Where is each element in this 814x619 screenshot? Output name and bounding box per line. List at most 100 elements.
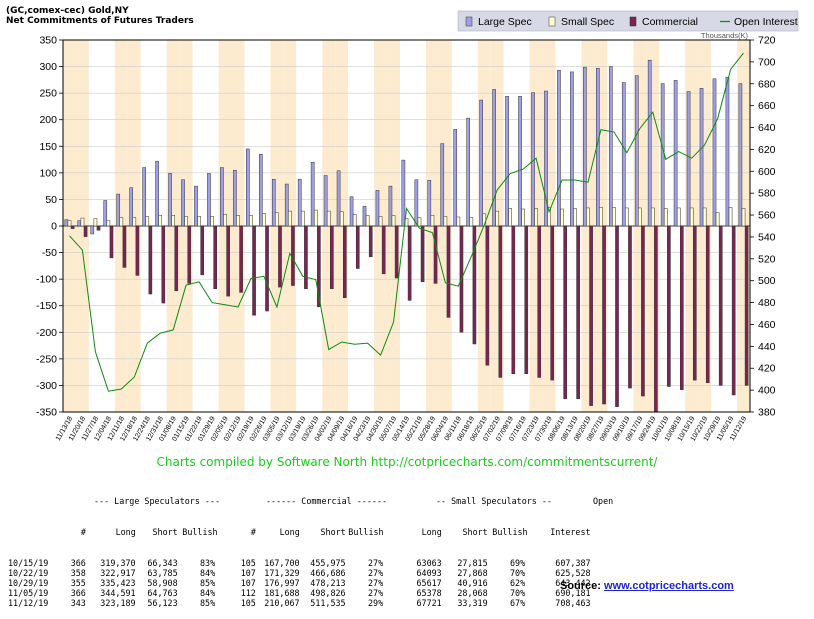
commercial-bar <box>96 225 101 231</box>
large-spec-bar <box>492 89 496 227</box>
table-cell: 66,343 <box>147 557 178 568</box>
table-cell: 690,181 <box>555 588 591 599</box>
commercial-bar <box>342 225 347 298</box>
table-cell: 455,975 <box>310 557 346 568</box>
table-cell: 85% <box>200 577 216 588</box>
legend: Large Spec Small Spec Commercial Open Inter… <box>457 10 799 32</box>
commercial-bar <box>731 225 736 396</box>
left-axis-tick-label: -100 <box>36 274 57 286</box>
left-axis-tick-label: -50 <box>42 247 57 259</box>
table-col-header: Bullish <box>348 527 384 537</box>
commercial-bar <box>615 225 619 407</box>
large-spec-bar <box>388 185 393 227</box>
large-spec-bar <box>271 178 276 227</box>
table-cell: 171,329 <box>264 567 300 578</box>
table-cell: 29% <box>368 598 384 609</box>
positions-table: --- Large Speculators --- ------ Commerc… <box>8 476 613 619</box>
commercial-bar <box>692 225 697 381</box>
table-cell: 107 <box>240 567 256 578</box>
commercial-bar <box>161 225 166 304</box>
legend-commercial-swatch <box>629 16 637 27</box>
table-cell: 335,423 <box>100 577 136 588</box>
small-spec-bar <box>119 217 124 227</box>
large-spec-bar <box>310 161 315 227</box>
left-axis-tick-label: 300 <box>39 61 57 73</box>
commercial-bar <box>135 225 140 276</box>
commercial-bar <box>187 225 192 284</box>
small-spec-bar <box>430 215 435 227</box>
large-spec-bar <box>284 183 289 227</box>
right-axis-tick-label: 720 <box>758 35 776 47</box>
commercial-bar <box>641 225 645 397</box>
source-line: Source: www.cotpricecharts.com <box>560 580 734 592</box>
small-spec-bar <box>288 210 292 227</box>
commercial-bar <box>394 225 399 279</box>
legend-large-spec-swatch <box>465 16 473 27</box>
table-cell: 27% <box>368 557 384 568</box>
small-spec-bar <box>197 216 201 227</box>
large-spec-bar <box>116 193 121 227</box>
source-link[interactable]: www.cotpricecharts.com <box>604 580 734 592</box>
small-spec-bar <box>313 209 318 227</box>
commercial-bar <box>122 225 127 268</box>
large-spec-bar <box>570 71 574 227</box>
small-spec-bar <box>417 217 422 227</box>
table-cell: 625,528 <box>555 567 591 578</box>
commercial-bar <box>83 225 88 237</box>
left-axis-tick-label: -350 <box>36 407 57 419</box>
right-axis-tick-label: 520 <box>758 253 776 265</box>
table-header-row-2: # Long Short Bullish # Long Short Bullish Long Sh… <box>28 527 591 537</box>
table-cell: 83% <box>200 557 216 568</box>
legend-large-spec-label: Large Spec <box>478 16 532 28</box>
commercial-bar <box>109 225 114 259</box>
right-axis-tick-label: 540 <box>758 231 776 243</box>
commercial-bar <box>213 225 217 289</box>
table-col-header: Interest <box>550 527 591 537</box>
left-axis-tick-label: -150 <box>36 300 57 312</box>
large-spec-bar <box>181 179 185 227</box>
table-cell: 498,826 <box>310 588 346 599</box>
small-spec-bar <box>495 210 500 227</box>
small-spec-bar <box>145 216 150 227</box>
large-spec-bar <box>518 96 522 227</box>
table-cell: 28,068 <box>457 588 488 599</box>
small-spec-bar <box>586 207 590 227</box>
commercial-bar <box>446 225 451 318</box>
right-axis-tick-label: 460 <box>758 319 776 331</box>
table-cell-date: 10/15/19 <box>8 557 49 568</box>
small-spec-bar <box>223 214 227 227</box>
table-cell: 607,387 <box>555 557 591 568</box>
large-spec-bar <box>544 90 548 227</box>
header-small-speculators: -- Small Speculators -- <box>436 496 552 507</box>
table-col-header: # <box>250 527 256 537</box>
commercial-bar <box>472 225 477 345</box>
small-spec-bar <box>625 207 629 227</box>
table-cell: 63063 <box>416 557 442 568</box>
large-spec-bar <box>220 167 224 227</box>
large-spec-bar <box>323 175 328 227</box>
table-col-header: Bullish <box>182 527 218 537</box>
commercial-bar <box>291 225 295 286</box>
legend-open-interest-label: Open Interest <box>734 16 798 28</box>
large-spec-bar <box>142 167 146 227</box>
table-cell: 478,213 <box>310 577 346 588</box>
large-spec-bar <box>129 187 133 227</box>
small-spec-bar <box>638 207 642 227</box>
table-cell: 167,700 <box>264 557 300 568</box>
header-large-speculators: --- Large Speculators --- <box>94 496 221 507</box>
table-col-header: Short <box>320 527 346 537</box>
large-spec-bar <box>194 185 198 227</box>
table-header-row-1: --- Large Speculators --- ------ Commerc… <box>28 496 613 506</box>
table-cell: 70% <box>510 588 526 599</box>
table-cell: 358 <box>70 567 86 578</box>
small-spec-bar <box>158 215 163 227</box>
table-cell: 105 <box>240 557 256 568</box>
legend-commercial-label: Commercial <box>642 16 698 28</box>
commercial-bar <box>628 225 632 389</box>
table-cell: 33,319 <box>457 598 488 609</box>
commercial-bar <box>407 225 412 301</box>
large-spec-bar <box>699 88 704 227</box>
small-spec-bar <box>443 216 448 227</box>
commercial-bar <box>524 225 529 374</box>
large-spec-bar <box>297 178 302 227</box>
